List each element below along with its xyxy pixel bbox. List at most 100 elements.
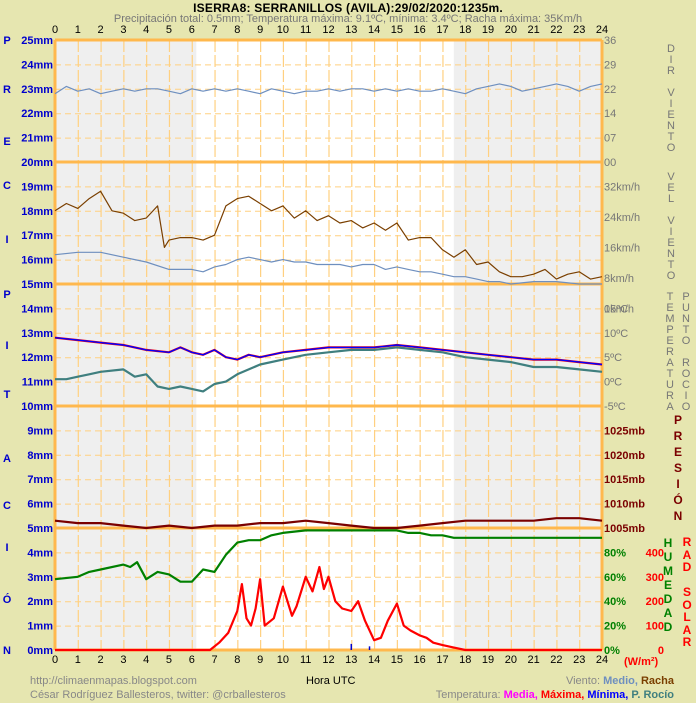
- y-tick-mm: 6mm: [27, 499, 53, 511]
- y-tick-temp: 0ºC: [604, 377, 622, 389]
- x-tick-bottom: 1: [75, 654, 81, 666]
- x-tick-top: 11: [300, 24, 311, 36]
- y-tick-temp: 5ºC: [604, 352, 622, 364]
- y-tick-solar: 0: [658, 645, 664, 657]
- y-tick-humidity: 60%: [604, 572, 626, 584]
- y-tick-mm: 16mm: [21, 255, 53, 267]
- axes: 0011223344556677889910101111121213131414…: [21, 24, 664, 666]
- x-tick-top: 12: [322, 24, 334, 36]
- y-tick-mm: 17mm: [21, 230, 53, 242]
- legend-temp-maxima: Máxima: [540, 689, 582, 701]
- series-medio: [54, 251, 602, 285]
- y-tick-mm: 5mm: [27, 523, 53, 535]
- wind-legend: Viento: Medio, Racha: [566, 675, 674, 687]
- y-tick-mm: 23mm: [21, 84, 53, 96]
- author-credit: César Rodríguez Ballesteros, twitter: @c…: [30, 689, 286, 701]
- x-tick-top: 2: [98, 24, 104, 36]
- x-tick-top: 23: [573, 24, 585, 36]
- x-tick-top: 18: [459, 24, 471, 36]
- legend-temp-minima: Mínima: [587, 689, 626, 701]
- x-tick-bottom: 4: [143, 654, 149, 666]
- x-axis-label: Hora UTC: [306, 675, 356, 687]
- y-tick-humidity: 20%: [604, 621, 626, 633]
- x-tick-bottom: 22: [550, 654, 562, 666]
- x-tick-top: 1: [75, 24, 81, 36]
- y-tick-right: 32km/h: [604, 181, 640, 193]
- y-tick-mm: 3mm: [27, 572, 53, 584]
- precipitacion-letter: P: [3, 35, 11, 47]
- x-tick-bottom: 12: [322, 654, 334, 666]
- y-tick-mm: 25mm: [21, 35, 53, 47]
- x-tick-top: 16: [414, 24, 426, 36]
- y-tick-solar: 100: [646, 621, 664, 633]
- x-tick-bottom: 20: [505, 654, 517, 666]
- x-tick-bottom: 6: [189, 654, 195, 666]
- y-tick-mm: 11mm: [22, 377, 53, 389]
- x-tick-bottom: 17: [436, 654, 448, 666]
- x-tick-bottom: 23: [573, 654, 585, 666]
- precipitacion-letter: I: [5, 542, 9, 554]
- x-tick-top: 9: [257, 24, 263, 36]
- x-tick-top: 17: [436, 24, 448, 36]
- y-tick-solar: 200: [646, 596, 664, 608]
- x-tick-bottom: 9: [257, 654, 263, 666]
- precipitacion-letter: I: [5, 234, 9, 246]
- blog-url-link[interactable]: http://climaenmapas.blogspot.com: [30, 675, 197, 687]
- y-tick-pressure: 1025mb: [604, 425, 645, 437]
- x-tick-bottom: 13: [345, 654, 357, 666]
- x-tick-top: 5: [166, 24, 172, 36]
- wind-legend-prefix: Viento:: [565, 675, 604, 687]
- x-tick-bottom: 11: [300, 654, 311, 666]
- y-tick-right: 36: [604, 35, 616, 47]
- precipitacion-letter: E: [3, 136, 11, 148]
- data-series: [54, 83, 603, 652]
- y-tick-mm: 9mm: [27, 425, 53, 437]
- precipitacion-letter: P: [3, 289, 11, 301]
- y-tick-pressure: 1015mb: [604, 474, 645, 486]
- precipitacion-letter: C: [3, 180, 11, 192]
- series-direcci-n-media: [54, 83, 603, 95]
- x-tick-top: 21: [528, 24, 540, 36]
- precipitacion-letter: Ó: [2, 594, 12, 606]
- temp-legend-prefix: Temperatura:: [435, 689, 504, 701]
- x-tick-top: 14: [368, 24, 380, 36]
- x-tick-top: 6: [189, 24, 195, 36]
- y-tick-temp: 15ºC: [604, 303, 628, 315]
- x-tick-bottom: 24: [596, 654, 608, 666]
- x-tick-top: 24: [596, 24, 608, 36]
- temperature-legend: Temperatura: Media, Máxima, Mínima, P. R…: [435, 689, 674, 701]
- x-tick-bottom: 21: [528, 654, 540, 666]
- series-presi-n: [54, 517, 603, 530]
- x-tick-bottom: 18: [459, 654, 471, 666]
- y-tick-mm: 20mm: [21, 157, 53, 169]
- y-tick-mm: 22mm: [21, 108, 53, 120]
- y-tick-solar: 400: [646, 547, 664, 559]
- x-tick-bottom: 7: [211, 654, 217, 666]
- y-tick-humidity: 40%: [604, 596, 626, 608]
- precipitacion-letter: C: [3, 500, 11, 512]
- y-tick-mm: 15mm: [21, 279, 53, 291]
- x-tick-bottom: 0: [52, 654, 58, 666]
- y-tick-mm: 7mm: [27, 474, 53, 486]
- y-tick-right: 29: [604, 59, 616, 71]
- y-tick-right: 00: [604, 157, 616, 169]
- legend-wind-medio: Medio: [603, 675, 635, 687]
- y-tick-mm: 19mm: [21, 181, 53, 193]
- y-tick-mm: 10mm: [21, 401, 53, 413]
- y-tick-mm: 2mm: [27, 596, 53, 608]
- y-tick-pressure: 1005mb: [604, 523, 645, 535]
- x-tick-bottom: 16: [414, 654, 426, 666]
- night-shading: [453, 40, 602, 650]
- y-tick-solar: 300: [646, 572, 664, 584]
- y-tick-pressure: 1010mb: [604, 499, 645, 511]
- y-tick-mm: 18mm: [21, 206, 53, 218]
- x-tick-bottom: 19: [482, 654, 494, 666]
- grid-lines: [53, 38, 604, 652]
- y-tick-right: 22: [604, 84, 616, 96]
- x-tick-top: 8: [234, 24, 240, 36]
